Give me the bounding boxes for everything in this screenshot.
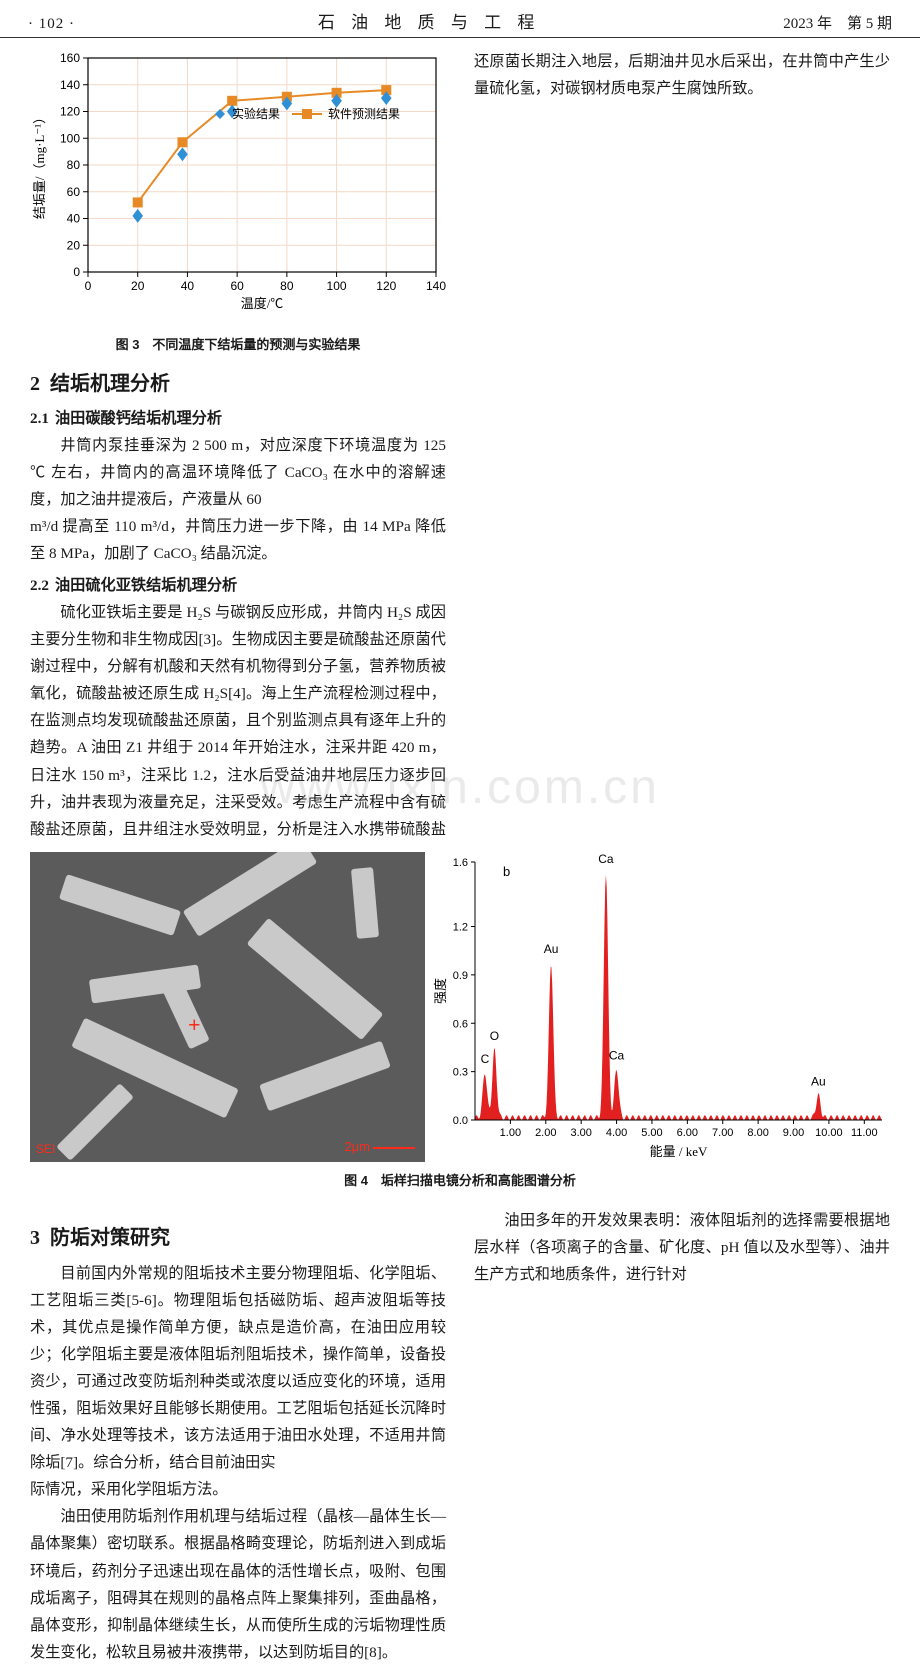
issue-label: 2023 年 第 5 期 [783,12,892,33]
figure-4-sem-image: + SEI 2μm [30,852,425,1162]
journal-title: 石 油 地 质 与 工 程 [318,8,541,33]
svg-text:40: 40 [67,212,81,226]
svg-text:1.6: 1.6 [453,857,468,869]
svg-text:Au: Au [811,1074,826,1088]
svg-text:100: 100 [327,279,347,293]
svg-text:Au: Au [544,942,559,956]
svg-text:1.00: 1.00 [500,1127,521,1139]
section-2-1-para1: 井筒内泵挂垂深为 2 500 m，对应深度下环境温度为 125 ℃ 左右，井筒内… [30,432,446,513]
svg-text:20: 20 [131,279,145,293]
sem-marker-icon: + [188,1012,201,1038]
svg-text:140: 140 [426,279,446,293]
svg-text:9.00: 9.00 [783,1127,804,1139]
svg-text:实验结果: 实验结果 [232,106,280,121]
svg-text:0.3: 0.3 [453,1067,468,1079]
svg-text:7.00: 7.00 [712,1127,733,1139]
svg-text:b: b [503,864,510,879]
page-number: · 102 · [28,16,75,33]
section-2-2-number: 2.2 [30,577,49,594]
figure-4: + SEI 2μm 0.0 0.3 0.6 0.9 1.2 1.6 1.00 2.00 3.00… [30,852,890,1162]
svg-text:120: 120 [376,279,396,293]
svg-text:80: 80 [280,279,294,293]
svg-text:120: 120 [60,105,80,119]
section-3-title: 防垢对策研究 [50,1227,170,1249]
svg-text:10.00: 10.00 [815,1127,843,1139]
section-3-para2: 际情况，采用化学阻垢方法。 [30,1476,446,1503]
svg-text:C: C [481,1052,490,1066]
section-2-1-para2: m³/d 提高至 110 m³/d，井筒压力进一步下降，由 14 MPa 降低至… [30,513,446,567]
svg-text:0.0: 0.0 [453,1115,468,1127]
figure-4-caption: 图 4 垢样扫描电镜分析和高能图谱分析 [0,1170,920,1189]
svg-text:结垢量/（mg·L⁻¹）: 结垢量/（mg·L⁻¹） [32,111,47,219]
svg-text:0.6: 0.6 [453,1018,468,1030]
figure-4-edx-chart: 0.0 0.3 0.6 0.9 1.2 1.6 1.00 2.00 3.00 4.00 5.00 6.… [433,852,890,1162]
svg-text:温度/℃: 温度/℃ [241,296,284,311]
svg-text:Ca: Ca [598,852,614,866]
figure-3-chart: 0 20 40 60 80 100 120 140 0 20 40 60 80 100 120 140 160 温… [30,48,448,328]
section-2-title: 结垢机理分析 [50,373,170,395]
svg-text:软件预测结果: 软件预测结果 [328,107,400,121]
svg-text:5.00: 5.00 [641,1127,662,1139]
section-2-1-heading: 2.1 油田碳酸钙结垢机理分析 [30,406,446,428]
section-2-1-number: 2.1 [30,410,49,427]
section-2-2-heading: 2.2 油田硫化亚铁结垢机理分析 [30,573,446,595]
svg-text:80: 80 [67,158,81,172]
section-3-para4: 油田多年的开发效果表明：液体阻垢剂的选择需要根据地层水样（各项离子的含量、矿化度… [474,1207,890,1288]
svg-text:20: 20 [67,238,81,252]
page-header: · 102 · 石 油 地 质 与 工 程 2023 年 第 5 期 [0,0,920,38]
sem-mode-label: SEI [36,1142,55,1156]
section-2-number: 2 [30,373,40,395]
body-columns-top: 0 20 40 60 80 100 120 140 0 20 40 60 80 100 120 140 160 温… [0,38,920,852]
figure-3-caption: 图 3 不同温度下结垢量的预测与实验结果 [30,334,446,353]
svg-text:能量 / keV: 能量 / keV [650,1144,708,1159]
svg-text:0: 0 [85,279,92,293]
svg-text:Ca: Ca [609,1049,625,1063]
section-3-number: 3 [30,1227,40,1249]
body-columns-bottom: 3 防垢对策研究 目前国内外常规的阻垢技术主要分物理阻垢、化学阻垢、工艺阻垢三类[… [0,1201,920,1673]
svg-text:6.00: 6.00 [677,1127,698,1139]
svg-text:4.00: 4.00 [606,1127,627,1139]
section-3-heading: 3 防垢对策研究 [30,1221,446,1250]
section-2-heading: 2 结垢机理分析 [30,367,446,396]
svg-text:60: 60 [67,185,81,199]
svg-text:40: 40 [181,279,195,293]
section-3-para3: 油田使用防垢剂作用机理与结垢过程（晶核—晶体生长—晶体聚集）密切联系。根据晶格畸… [30,1503,446,1665]
svg-text:强度: 强度 [433,978,448,1004]
sem-scalebar: 2μm [344,1139,415,1154]
svg-text:3.00: 3.00 [570,1127,591,1139]
figure-3: 0 20 40 60 80 100 120 140 0 20 40 60 80 100 120 140 160 温… [30,48,446,353]
svg-text:0.9: 0.9 [453,970,468,982]
svg-text:1.2: 1.2 [453,922,468,934]
section-2-1-title: 油田碳酸钙结垢机理分析 [55,410,222,427]
svg-text:160: 160 [60,51,80,65]
svg-text:100: 100 [60,131,80,145]
svg-text:60: 60 [230,279,244,293]
section-2-2-title: 油田硫化亚铁结垢机理分析 [55,577,237,594]
svg-text:11.00: 11.00 [851,1127,878,1139]
svg-text:8.00: 8.00 [747,1127,768,1139]
svg-text:2.00: 2.00 [535,1127,556,1139]
svg-text:O: O [490,1029,499,1043]
svg-text:140: 140 [60,78,80,92]
svg-text:0: 0 [73,265,80,279]
section-3-para1: 目前国内外常规的阻垢技术主要分物理阻垢、化学阻垢、工艺阻垢三类[5-6]。物理阻… [30,1260,446,1476]
